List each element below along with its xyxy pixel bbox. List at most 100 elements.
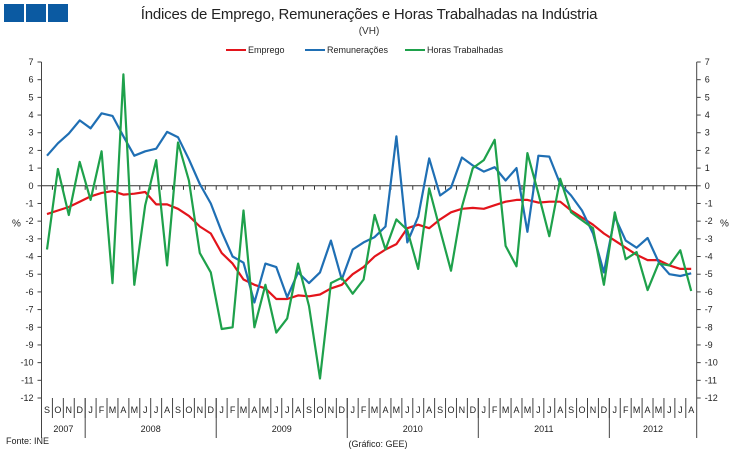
month-label: N [66, 405, 73, 415]
y-tick-label-left: 4 [28, 110, 33, 120]
y-tick-label-left: -9 [25, 340, 33, 350]
y-tick-label-right: 2 [705, 145, 710, 155]
y-tick-label-right: -11 [705, 375, 717, 385]
source-label: Fonte: INE [6, 436, 49, 446]
month-label: M [655, 405, 663, 415]
chart-subtitle: (VH) [358, 26, 380, 37]
series-line-horas-trabalhadas [45, 73, 693, 380]
legend-label: Emprego [248, 45, 285, 55]
month-label: A [645, 405, 651, 415]
y-axis-label-right: % [720, 218, 729, 229]
month-label: F [623, 405, 629, 415]
y-tick-label-left: -3 [25, 234, 33, 244]
credit-label: (Gráfico: GEE) [348, 439, 407, 449]
y-tick-label-left: 1 [28, 163, 33, 173]
y-tick-label-left: 5 [28, 92, 33, 102]
month-label: O [579, 405, 586, 415]
y-tick-label-right: 0 [705, 181, 710, 191]
month-label: J [536, 405, 541, 415]
month-label: F [361, 405, 367, 415]
y-tick-label-right: 3 [705, 128, 710, 138]
month-label: J [154, 405, 159, 415]
month-label: M [262, 405, 270, 415]
month-label: J [143, 405, 148, 415]
y-tick-label-right: -3 [705, 234, 713, 244]
month-label: M [240, 405, 248, 415]
logo-square [4, 4, 24, 22]
month-label: S [568, 405, 574, 415]
month-label: F [230, 405, 236, 415]
y-tick-label-left: -8 [25, 322, 33, 332]
month-label: M [109, 405, 117, 415]
month-label: M [524, 405, 532, 415]
month-label: A [251, 405, 257, 415]
month-label: J [350, 405, 355, 415]
y-tick-label-right: -4 [705, 252, 713, 262]
y-axis-label-left: % [12, 218, 21, 229]
month-label: D [76, 405, 83, 415]
month-label: M [502, 405, 510, 415]
month-label: M [131, 405, 139, 415]
y-tick-label-right: -5 [705, 269, 713, 279]
y-tick-label-right: 4 [705, 110, 710, 120]
y-tick-label-right: 5 [705, 92, 710, 102]
y-tick-label-left: 2 [28, 145, 33, 155]
month-label: J [547, 405, 552, 415]
month-label: M [633, 405, 641, 415]
logo-square [48, 4, 68, 22]
legend-label: Horas Trabalhadas [427, 45, 504, 55]
y-tick-label-left: -4 [25, 252, 33, 262]
month-label: S [44, 405, 50, 415]
month-label: O [185, 405, 192, 415]
month-label: J [274, 405, 279, 415]
y-tick-label-left: 7 [28, 57, 33, 67]
month-label: D [339, 405, 346, 415]
month-label: M [393, 405, 401, 415]
year-label: 2011 [534, 424, 553, 434]
y-tick-label-right: -9 [705, 340, 713, 350]
y-tick-label-right: -8 [705, 322, 713, 332]
month-label: D [601, 405, 608, 415]
month-label: A [120, 405, 126, 415]
chart-title: Índices de Emprego, Remunerações e Horas… [140, 6, 598, 23]
month-label: J [678, 405, 683, 415]
y-tick-label-left: 0 [28, 181, 33, 191]
y-tick-label-left: -2 [25, 216, 33, 226]
month-label: N [590, 405, 597, 415]
month-label: S [175, 405, 181, 415]
y-tick-label-left: 6 [28, 75, 33, 85]
month-label: N [197, 405, 204, 415]
month-label: N [459, 405, 466, 415]
month-label: J [613, 405, 618, 415]
month-label: A [382, 405, 388, 415]
month-label: O [316, 405, 323, 415]
y-tick-label-left: -1 [25, 198, 33, 208]
year-label: 2010 [403, 424, 423, 434]
month-label: F [492, 405, 498, 415]
y-tick-label-left: -5 [25, 269, 33, 279]
legend-label: Remunerações [327, 45, 389, 55]
month-label: J [285, 405, 290, 415]
y-tick-label-left: -10 [20, 358, 33, 368]
y-tick-label-right: -6 [705, 287, 713, 297]
month-label: J [667, 405, 672, 415]
y-tick-label-right: -7 [705, 305, 713, 315]
month-label: J [416, 405, 421, 415]
series-line-emprego [46, 190, 692, 301]
month-label: S [306, 405, 312, 415]
year-label: 2012 [643, 424, 663, 434]
series-line-remunerações [46, 112, 692, 304]
y-tick-label-left: -7 [25, 305, 33, 315]
month-label: A [426, 405, 432, 415]
y-tick-label-left: -11 [21, 375, 33, 385]
y-tick-label-right: -10 [705, 358, 718, 368]
year-label: 2008 [141, 424, 161, 434]
y-tick-label-left: 3 [28, 128, 33, 138]
month-label: D [208, 405, 215, 415]
y-tick-label-left: -12 [20, 393, 33, 403]
month-label: O [54, 405, 61, 415]
month-label: O [447, 405, 454, 415]
month-label: A [295, 405, 301, 415]
month-label: A [164, 405, 170, 415]
